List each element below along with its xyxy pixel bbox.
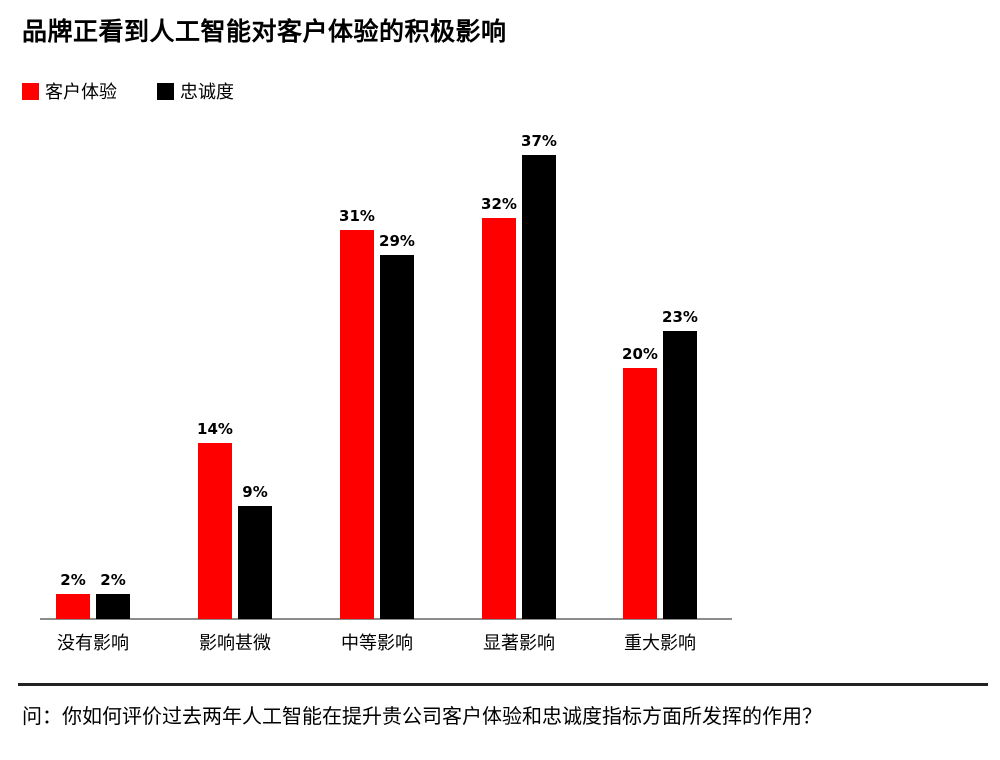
- legend: 客户体验 忠诚度: [22, 78, 274, 104]
- category-label: 中等影响: [341, 633, 413, 654]
- category-label: 重大影响: [624, 633, 696, 654]
- category-label: 没有影响: [57, 633, 129, 654]
- legend-label: 客户体验: [45, 82, 117, 103]
- bar-customer-experience: [56, 594, 90, 619]
- data-label: 32%: [481, 195, 517, 213]
- divider-line: [18, 683, 988, 686]
- category-label: 影响甚微: [199, 633, 271, 654]
- legend-swatch-red: [22, 82, 39, 100]
- bar-loyalty: [238, 506, 272, 619]
- bar-loyalty: [522, 155, 556, 619]
- data-label: 29%: [379, 232, 415, 250]
- x-axis-line: [40, 618, 732, 620]
- legend-swatch-black: [157, 82, 174, 100]
- chart-title: 品牌正看到人工智能对客户体验的积极影响: [22, 17, 507, 46]
- data-label: 31%: [339, 207, 375, 225]
- bar-loyalty: [96, 594, 130, 619]
- data-label: 2%: [100, 571, 126, 589]
- data-label: 2%: [60, 571, 86, 589]
- data-label: 20%: [622, 345, 658, 363]
- bar-customer-experience: [340, 230, 374, 619]
- data-label: 9%: [242, 483, 268, 501]
- legend-item-loyalty: 忠诚度: [157, 78, 234, 104]
- legend-label: 忠诚度: [180, 82, 234, 103]
- data-label: 37%: [521, 132, 557, 150]
- bar-customer-experience: [623, 368, 657, 619]
- bar-customer-experience: [482, 218, 516, 619]
- survey-question: 问：你如何评价过去两年人工智能在提升贵公司客户体验和忠诚度指标方面所发挥的作用？: [22, 704, 822, 728]
- bar-customer-experience: [198, 443, 232, 619]
- category-label: 显著影响: [483, 633, 555, 654]
- data-label: 14%: [197, 420, 233, 438]
- data-label: 23%: [662, 308, 698, 326]
- legend-item-customer-experience: 客户体验: [22, 78, 117, 104]
- plot-area: 2% 2% 没有影响 14% 9% 影响甚微 31% 29% 中等影响 32% 37% 显著影响 20%…: [40, 132, 732, 654]
- bar-loyalty: [663, 331, 697, 619]
- bar-loyalty: [380, 255, 414, 619]
